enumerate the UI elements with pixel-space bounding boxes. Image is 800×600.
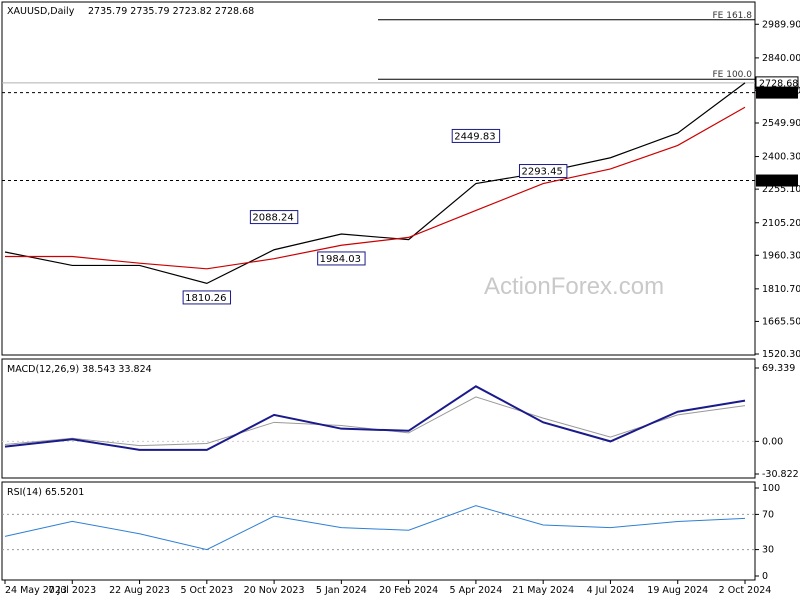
macd-ytick-label: -30.822 xyxy=(762,469,799,480)
xtick-label: 21 May 2024 xyxy=(512,585,574,596)
level-tag-label: 2293.45 xyxy=(759,176,798,187)
macd-layer xyxy=(2,385,755,451)
xtick-label: 19 Aug 2024 xyxy=(647,585,708,596)
annotation-box xyxy=(249,210,299,225)
macd-title: MACD(12,26,9) 38.543 33.824 xyxy=(7,364,152,375)
xtick-label: 4 Jul 2024 xyxy=(587,585,635,596)
annotation-label: 2088.24 xyxy=(252,213,293,224)
price-line xyxy=(4,82,746,285)
fibo-label: FE 161.8 xyxy=(713,11,753,21)
rsi-line xyxy=(4,505,746,551)
macd-ytick-label: 69.339 xyxy=(762,363,795,374)
xtick-label: 20 Nov 2023 xyxy=(244,585,305,596)
level-tag-label: 2685.43 xyxy=(759,88,798,99)
rsi-panel xyxy=(1,481,756,581)
price-panel xyxy=(1,1,756,356)
macd-panel xyxy=(1,358,756,479)
macd-ytick-label: 0.00 xyxy=(762,436,783,447)
macd-line xyxy=(4,385,746,451)
annotation-label: 2449.83 xyxy=(454,131,495,142)
rsi-title: RSI(14) 65.5201 xyxy=(7,487,84,498)
moving-average-line xyxy=(5,106,746,270)
price-ytick-label: 2105.20 xyxy=(762,218,800,229)
rsi-ytick-label: 100 xyxy=(762,483,780,494)
xtick-label: 2 Oct 2024 xyxy=(719,585,772,596)
price-ytick-label: 1960.30 xyxy=(762,250,800,261)
price-ytick-label: 2840.00 xyxy=(762,53,800,64)
price-ohlc: 2735.79 2735.79 2723.82 2728.68 xyxy=(88,6,254,17)
level-tag xyxy=(756,174,798,187)
annotation-label: 2293.45 xyxy=(521,167,562,178)
axis-layer: 2989.902840.002695.102549.902400.302255.… xyxy=(4,19,800,596)
annotation-box xyxy=(451,128,501,143)
rsi-ytick-label: 30 xyxy=(762,545,774,556)
annotation-label: 1984.03 xyxy=(320,254,361,265)
price-layer: FE 161.8 FE 100.0 2449.83 2088.24 1984.03 181… xyxy=(2,11,755,305)
annotation-label: 1810.26 xyxy=(185,293,226,304)
xtick-label: 22 Aug 2023 xyxy=(109,585,170,596)
xtick-label: 5 Apr 2024 xyxy=(450,585,503,596)
level-tag xyxy=(756,86,798,99)
price-ytick-label: 2255.10 xyxy=(762,184,800,195)
rsi-ytick-label: 70 xyxy=(762,509,774,520)
price-ytick-label: 1810.70 xyxy=(762,284,800,295)
xtick-label: 5 Oct 2023 xyxy=(180,585,233,596)
annotation-box xyxy=(182,290,232,305)
price-ytick-label: 2989.90 xyxy=(762,19,800,30)
xtick-label: 5 Jan 2024 xyxy=(316,585,367,596)
fibo-label: FE 100.0 xyxy=(713,70,753,80)
xtick-label: 20 Feb 2024 xyxy=(379,585,438,596)
xtick-label: 7 Jul 2023 xyxy=(48,585,96,596)
price-ytick-label: 1520.30 xyxy=(762,349,800,360)
price-tag-label: 2728.68 xyxy=(759,78,798,89)
watermark: ActionForex.com xyxy=(484,273,664,300)
rsi-ytick-label: 0 xyxy=(762,571,768,582)
xtick-label: 24 May 2023 xyxy=(5,585,67,596)
price-title: XAUUSD,Daily xyxy=(7,6,75,17)
price-ytick-label: 2549.90 xyxy=(762,118,800,129)
price-ytick-label: 2400.30 xyxy=(762,152,800,163)
price-ytick-label: 1665.50 xyxy=(762,316,800,327)
rsi-layer xyxy=(2,505,755,551)
annotation-box xyxy=(518,164,568,179)
annotation-box xyxy=(317,251,366,266)
